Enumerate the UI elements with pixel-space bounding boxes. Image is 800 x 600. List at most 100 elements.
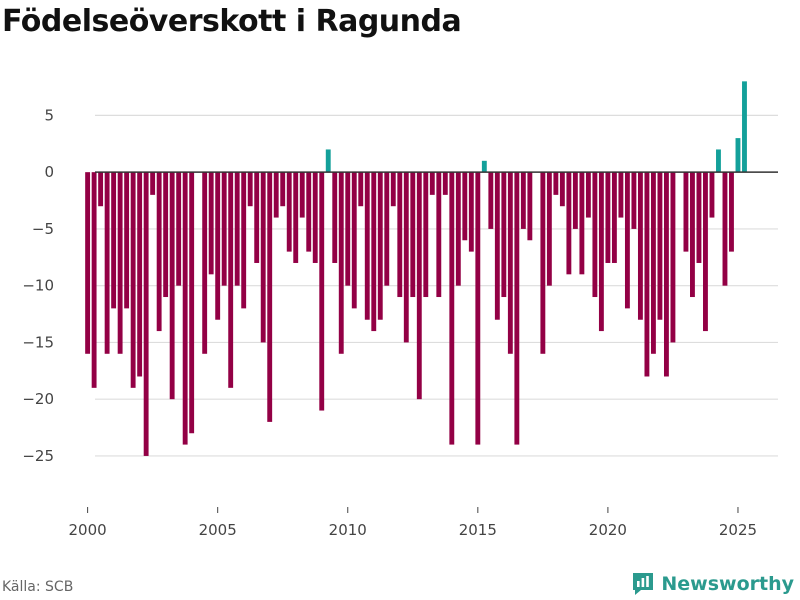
bar[interactable]: [514, 172, 520, 445]
bar[interactable]: [156, 172, 162, 332]
bar[interactable]: [416, 172, 422, 400]
bar[interactable]: [254, 172, 260, 263]
bar[interactable]: [598, 172, 604, 332]
bar[interactable]: [423, 172, 429, 298]
bar[interactable]: [208, 172, 214, 275]
bar[interactable]: [520, 172, 526, 229]
bar[interactable]: [85, 172, 91, 354]
bar[interactable]: [507, 172, 513, 354]
bar[interactable]: [624, 172, 630, 309]
bar[interactable]: [319, 172, 325, 411]
bar[interactable]: [338, 172, 344, 354]
bar[interactable]: [260, 172, 266, 343]
bar[interactable]: [143, 172, 149, 456]
bar[interactable]: [117, 172, 123, 354]
bar[interactable]: [312, 172, 318, 263]
bar[interactable]: [650, 172, 656, 354]
bar[interactable]: [176, 172, 182, 286]
bar[interactable]: [475, 172, 481, 445]
bar[interactable]: [722, 172, 728, 286]
bar[interactable]: [501, 172, 507, 298]
bar[interactable]: [150, 172, 156, 195]
bar[interactable]: [371, 172, 377, 332]
bar[interactable]: [449, 172, 455, 445]
bar[interactable]: [111, 172, 117, 309]
bar[interactable]: [280, 172, 286, 207]
bar[interactable]: [130, 172, 136, 388]
bar[interactable]: [169, 172, 175, 400]
bar[interactable]: [585, 172, 591, 218]
bar[interactable]: [332, 172, 338, 263]
bar[interactable]: [553, 172, 559, 195]
bar[interactable]: [241, 172, 247, 309]
bar[interactable]: [228, 172, 234, 388]
bar[interactable]: [299, 172, 305, 218]
bar[interactable]: [690, 172, 695, 298]
bar[interactable]: [462, 172, 468, 241]
bar[interactable]: [631, 172, 637, 229]
bar[interactable]: [163, 172, 169, 298]
bar[interactable]: [182, 172, 188, 445]
bar[interactable]: [566, 172, 572, 275]
bar[interactable]: [527, 172, 533, 241]
bar[interactable]: [611, 172, 617, 263]
bar[interactable]: [273, 172, 279, 218]
bar[interactable]: [540, 172, 546, 354]
bar[interactable]: [306, 172, 312, 252]
bar[interactable]: [729, 172, 734, 252]
bar[interactable]: [455, 172, 461, 286]
bar[interactable]: [579, 172, 585, 275]
bar[interactable]: [683, 172, 689, 252]
bar[interactable]: [572, 172, 578, 229]
brand-logo[interactable]: Newsworthy: [631, 571, 794, 597]
bar[interactable]: [397, 172, 403, 298]
bar[interactable]: [442, 172, 448, 195]
bar[interactable]: [670, 172, 676, 343]
bar[interactable]: [390, 172, 396, 207]
bar[interactable]: [91, 172, 97, 388]
bar[interactable]: [345, 172, 351, 286]
bar[interactable]: [546, 172, 552, 286]
bar[interactable]: [742, 81, 747, 173]
bar[interactable]: [189, 172, 195, 434]
bar[interactable]: [267, 172, 273, 422]
bar[interactable]: [436, 172, 442, 298]
bar[interactable]: [124, 172, 130, 309]
bar[interactable]: [618, 172, 624, 218]
bar[interactable]: [104, 172, 110, 354]
bar[interactable]: [429, 172, 435, 195]
bar[interactable]: [384, 172, 390, 286]
bar[interactable]: [716, 149, 721, 173]
bar[interactable]: [202, 172, 208, 354]
bar[interactable]: [644, 172, 650, 377]
bar[interactable]: [481, 160, 487, 173]
bar[interactable]: [657, 172, 663, 320]
bar[interactable]: [358, 172, 364, 207]
bar[interactable]: [293, 172, 299, 263]
bar[interactable]: [377, 172, 383, 320]
bar[interactable]: [494, 172, 500, 320]
bar[interactable]: [559, 172, 565, 207]
bar[interactable]: [735, 138, 741, 173]
bar[interactable]: [709, 172, 715, 218]
bar[interactable]: [696, 172, 702, 263]
bar[interactable]: [364, 172, 370, 320]
bar[interactable]: [351, 172, 357, 309]
bar[interactable]: [592, 172, 598, 298]
bar[interactable]: [221, 172, 227, 286]
bar[interactable]: [468, 172, 474, 252]
bar[interactable]: [325, 149, 331, 173]
bar[interactable]: [410, 172, 416, 298]
bar[interactable]: [234, 172, 240, 286]
bar[interactable]: [663, 172, 669, 377]
bar[interactable]: [605, 172, 611, 263]
bar[interactable]: [488, 172, 494, 229]
bar[interactable]: [637, 172, 643, 320]
bar[interactable]: [137, 172, 143, 377]
bar[interactable]: [286, 172, 292, 252]
bar[interactable]: [215, 172, 221, 320]
bar[interactable]: [703, 172, 708, 332]
bar[interactable]: [98, 172, 104, 207]
bar[interactable]: [247, 172, 253, 207]
bar[interactable]: [403, 172, 409, 343]
